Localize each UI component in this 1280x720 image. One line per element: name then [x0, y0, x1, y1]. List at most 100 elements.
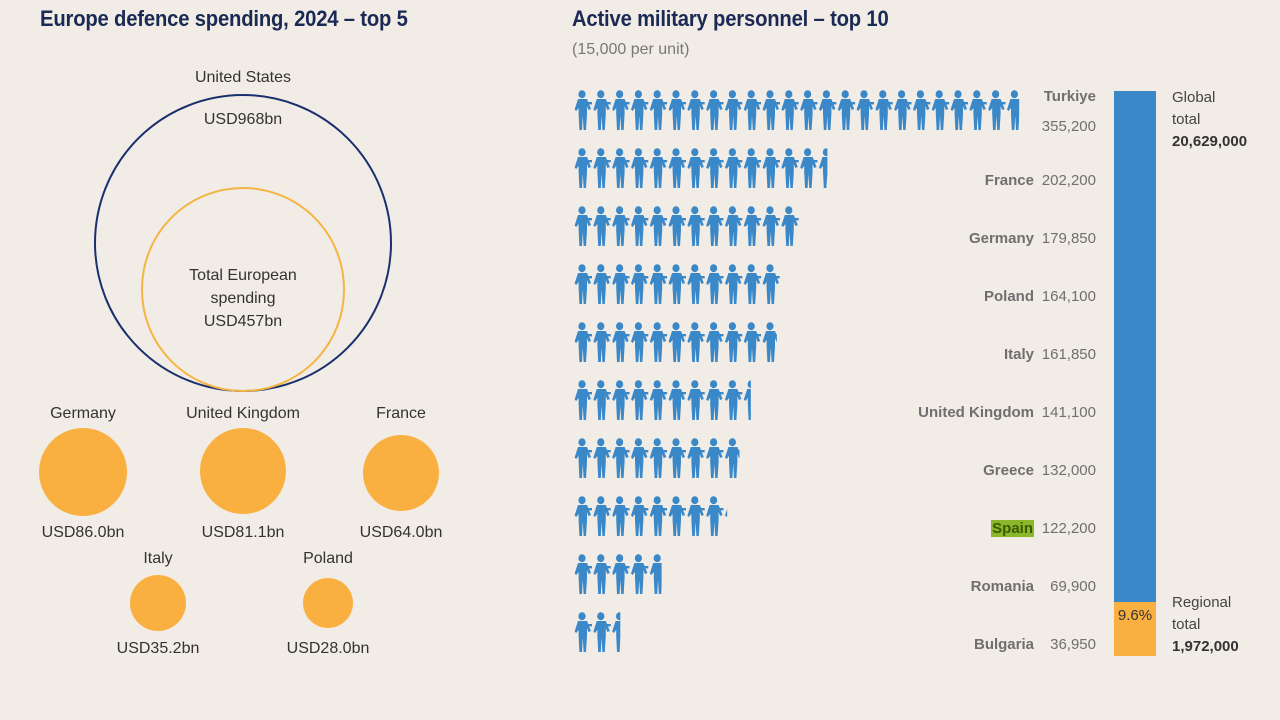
- soldier-icon: [687, 148, 705, 188]
- soldier-icon: [593, 264, 611, 304]
- soldier-icon: [649, 554, 662, 594]
- right-chart-subtitle: (15,000 per unit): [572, 41, 690, 58]
- soldier-icon: [574, 612, 592, 652]
- row-personnel-value: 355,200: [1041, 118, 1096, 135]
- country-value: USD64.0bn: [359, 524, 443, 541]
- soldier-icon: [593, 496, 611, 536]
- row-country-name: Romania: [970, 578, 1034, 595]
- soldier-icon: [649, 438, 668, 478]
- row-country-name: Poland: [983, 288, 1034, 305]
- soldier-icon: [649, 496, 668, 536]
- global-total-label: Global total 20,629,000: [1172, 87, 1247, 153]
- soldier-icon: [574, 496, 592, 536]
- soldier-icon: [593, 322, 611, 362]
- country-value: USD81.1bn: [201, 524, 285, 541]
- row-personnel-value: 202,200: [1041, 172, 1096, 189]
- country-value: USD28.0bn: [286, 640, 370, 657]
- soldier-icon: [743, 264, 762, 304]
- soldier-icon: [762, 206, 780, 246]
- soldier-icon: [593, 148, 611, 188]
- global-total-line1: Global: [1172, 89, 1216, 106]
- soldier-icon: [649, 206, 668, 246]
- row-country-name: United Kingdom: [918, 404, 1034, 421]
- soldier-icon: [593, 554, 611, 594]
- europe-label: Total European spending USD457bn: [189, 264, 297, 333]
- soldier-icon: [631, 206, 649, 246]
- soldier-icon: [837, 90, 856, 130]
- country-value: USD86.0bn: [41, 524, 125, 541]
- row-personnel-value: 141,100: [1041, 404, 1096, 421]
- soldier-icon: [762, 264, 780, 304]
- country-name: Poland: [303, 550, 353, 567]
- soldier-icon: [612, 612, 621, 652]
- soldier-icon: [725, 264, 743, 304]
- soldier-icon: [725, 322, 743, 362]
- soldier-icon: [593, 206, 611, 246]
- soldier-icon: [743, 380, 751, 420]
- soldier-icon: [706, 148, 724, 188]
- soldier-icon: [856, 90, 874, 130]
- country-value: USD35.2bn: [116, 640, 200, 657]
- soldier-icon: [631, 90, 649, 130]
- soldier-icon: [631, 380, 649, 420]
- soldier-icon: [875, 90, 893, 130]
- global-total-line2: total: [1172, 111, 1201, 128]
- country-name: Italy: [143, 550, 173, 567]
- row-personnel-value: 161,850: [1041, 346, 1096, 363]
- regional-total-bar: [1114, 601, 1156, 656]
- soldier-icon: [687, 496, 705, 536]
- row-country-name: Spain: [991, 520, 1034, 537]
- soldier-icon: [706, 380, 724, 420]
- country-circle-germany: [38, 427, 128, 517]
- soldier-icon: [913, 90, 931, 130]
- soldier-icon: [687, 264, 705, 304]
- soldier-icon: [725, 380, 743, 420]
- global-total-value: 20,629,000: [1172, 133, 1248, 150]
- right-chart-title: Active military personnel – top 10: [572, 6, 889, 31]
- soldier-icon: [743, 90, 762, 130]
- soldier-icon: [574, 264, 592, 304]
- personnel-row-turkiye: [574, 90, 1020, 130]
- personnel-row-germany: [574, 206, 799, 246]
- soldier-icon: [612, 438, 630, 478]
- soldier-icon: [725, 496, 728, 536]
- soldier-icon: [631, 148, 649, 188]
- row-country-name: Italy: [1003, 346, 1034, 363]
- soldier-icon: [649, 380, 668, 420]
- soldier-icon: [988, 90, 1006, 130]
- soldier-icon: [574, 380, 592, 420]
- soldier-icon: [668, 148, 686, 188]
- soldier-icon: [781, 206, 799, 246]
- soldier-icon: [612, 264, 630, 304]
- personnel-row-bulgaria: [574, 612, 621, 652]
- soldier-icon: [593, 380, 611, 420]
- soldier-icon: [706, 206, 724, 246]
- soldier-icon: [612, 554, 630, 594]
- soldier-icon: [725, 438, 740, 478]
- personnel-row-spain: [574, 496, 728, 536]
- us-label: United States: [194, 69, 292, 86]
- us-value: USD968bn: [203, 111, 283, 128]
- country-name: France: [376, 405, 426, 422]
- personnel-row-united-kingdom: [574, 380, 751, 420]
- europe-label-line2: spending: [210, 290, 276, 307]
- soldier-icon: [574, 90, 592, 130]
- soldier-icon: [687, 206, 705, 246]
- soldier-icon: [612, 90, 630, 130]
- europe-value: USD457bn: [203, 313, 283, 330]
- soldier-icon: [819, 90, 837, 130]
- soldier-icon: [706, 90, 724, 130]
- personnel-row-italy: [574, 322, 777, 362]
- soldier-icon: [725, 148, 743, 188]
- soldier-icon: [649, 322, 668, 362]
- regional-total-label: Regional total 1,972,000: [1172, 592, 1239, 658]
- row-country-name: Germany: [968, 230, 1034, 247]
- row-personnel-value: 69,900: [1050, 578, 1096, 595]
- soldier-icon: [894, 90, 912, 130]
- country-circle-france: [362, 434, 440, 512]
- soldier-icon: [725, 206, 743, 246]
- soldier-icon: [950, 90, 968, 130]
- regional-total-line2: total: [1172, 616, 1201, 633]
- soldier-icon: [781, 148, 799, 188]
- soldier-icon: [781, 90, 799, 130]
